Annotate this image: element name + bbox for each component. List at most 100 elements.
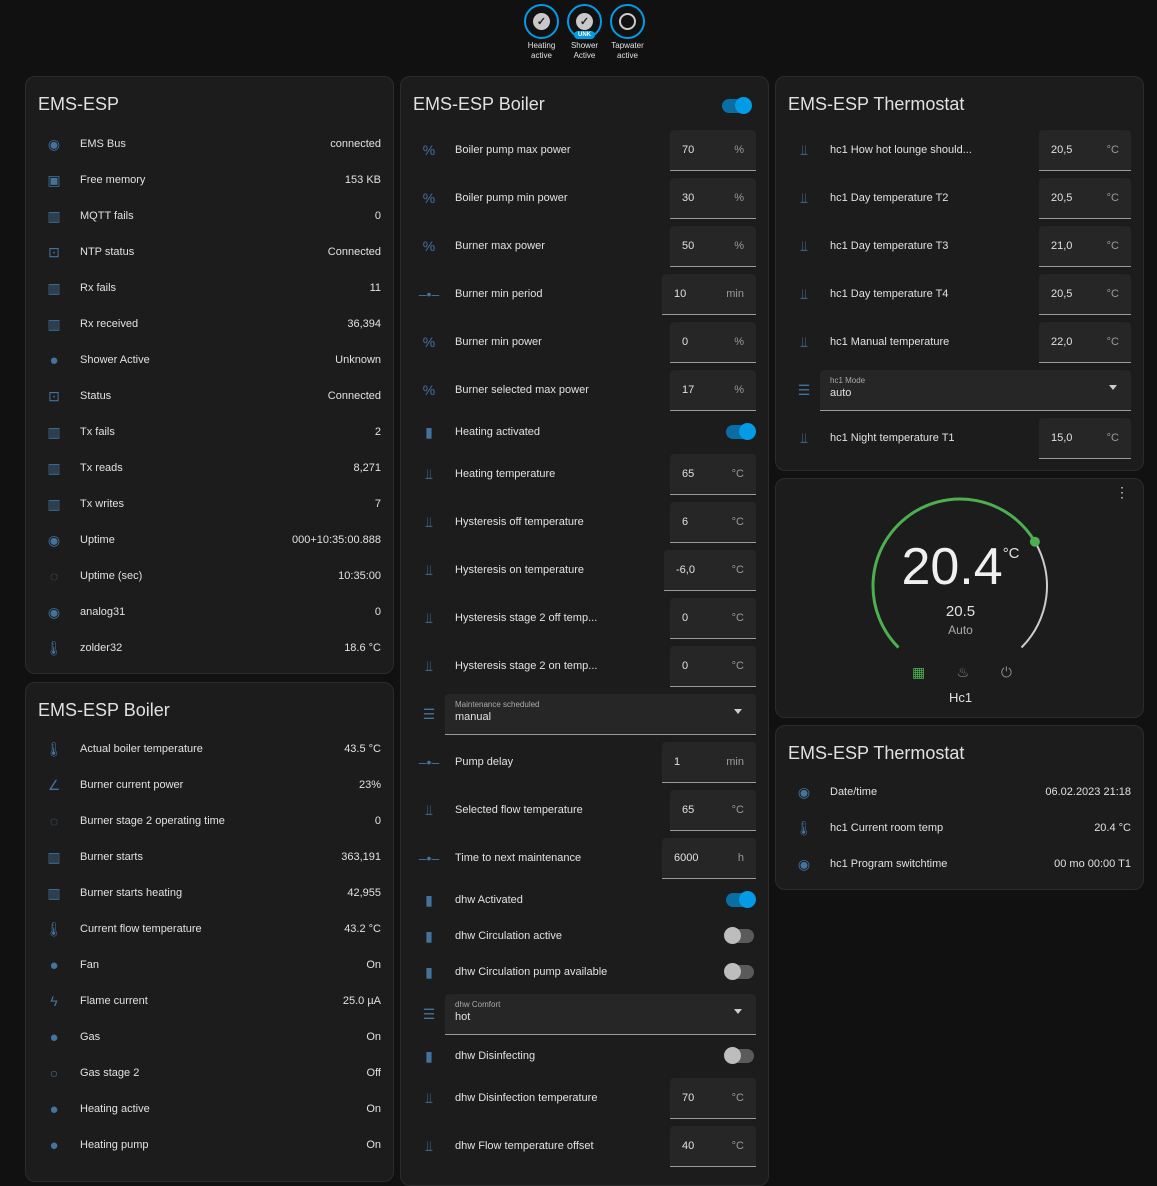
entity-value: 0 — [374, 210, 381, 222]
toggle-switch[interactable] — [724, 1047, 754, 1064]
entity-row[interactable]: ▥ Burner starts 363,191 — [26, 839, 393, 875]
toggle-switch[interactable] — [726, 423, 756, 440]
hvac-mode: Auto — [948, 623, 973, 637]
badge-heating-active[interactable]: ✓ Heating active — [524, 4, 559, 61]
number-input[interactable]: 6000 h — [662, 837, 756, 879]
entity-row[interactable]: ◉ hc1 Program switchtime 00 mo 00:00 T1 — [776, 846, 1143, 882]
input-value: 1 — [674, 755, 681, 768]
fire-icon[interactable]: ♨ — [956, 664, 970, 680]
number-input[interactable]: 1 min — [662, 741, 756, 783]
entity-row[interactable]: ▥ Tx reads 8,271 — [26, 450, 393, 486]
card-title: EMS-ESP Thermostat — [788, 743, 965, 763]
entity-row[interactable]: ◉ analog31 0 — [26, 594, 393, 630]
entity-row[interactable]: ▥ Tx writes 7 — [26, 486, 393, 522]
number-input[interactable]: 20,5 °C — [1039, 177, 1131, 219]
number-input[interactable]: 22,0 °C — [1039, 321, 1131, 363]
select-input[interactable]: hc1 Mode auto — [820, 369, 1131, 411]
entity-row[interactable]: ○ Gas stage 2 Off — [26, 1055, 393, 1091]
entity-value: 363,191 — [341, 851, 381, 863]
entity-row[interactable]: ◉ EMS Bus connected — [26, 126, 393, 162]
input-value: 30 — [682, 191, 695, 204]
number-input[interactable]: 0% — [670, 321, 756, 363]
entity-row[interactable]: ϟ Flame current 25.0 µA — [26, 983, 393, 1019]
number-input[interactable]: 65 °C — [670, 453, 756, 495]
entity-row[interactable]: 🌡︎ Actual boiler temperature 43.5 °C — [26, 731, 393, 767]
badge-tapwater-active[interactable]: Tapwater active — [610, 4, 645, 61]
thermostat-dial-card: ⋮ 20.4°C 20.5 Auto ▦ ♨ ⏻ Hc1 — [775, 478, 1144, 718]
thermostat-dial[interactable] — [776, 479, 1145, 719]
water-thermometer-icon: ⫫ — [425, 657, 433, 674]
number-row: ⫫ Hysteresis on temperature -6,0 °C — [401, 546, 768, 594]
thermostat-sensors-card: EMS-ESP Thermostat ◉ Date/time 06.02.2023 … — [775, 725, 1144, 890]
entity-row[interactable]: ● Heating pump On — [26, 1127, 393, 1163]
entity-row[interactable]: ▣ Free memory 153 KB — [26, 162, 393, 198]
entity-row[interactable]: ● Heating active On — [26, 1091, 393, 1127]
chevron-down-icon — [734, 708, 742, 714]
entity-name: Tx writes — [80, 498, 124, 510]
entity-row[interactable]: ◉ Date/time 06.02.2023 21:18 — [776, 774, 1143, 810]
boiler-master-toggle[interactable] — [722, 97, 752, 114]
entity-row[interactable]: ▥ Rx received 36,394 — [26, 306, 393, 342]
entity-name: Flame current — [80, 995, 148, 1007]
number-input[interactable]: 10 min — [662, 273, 756, 315]
chevron-down-icon — [1109, 384, 1117, 390]
number-input[interactable]: 15,0 °C — [1039, 417, 1131, 459]
toggle-switch[interactable] — [724, 963, 754, 980]
number-input[interactable]: 21,0 °C — [1039, 225, 1131, 267]
input-unit: °C — [731, 563, 744, 576]
power-icon[interactable]: ⏻ — [1000, 664, 1012, 680]
number-input[interactable]: 17% — [670, 369, 756, 411]
number-input[interactable]: 40 °C — [670, 1125, 756, 1167]
number-input[interactable]: 65 °C — [670, 789, 756, 831]
number-input[interactable]: -6,0 °C — [664, 549, 756, 591]
entity-row[interactable]: ◉ Uptime 000+10:35:00.888 — [26, 522, 393, 558]
number-input[interactable]: 20,5 °C — [1039, 129, 1131, 171]
number-row: ⫫ Heating temperature 65 °C — [401, 450, 768, 498]
number-input[interactable]: 50% — [670, 225, 756, 267]
number-row: ⫫ dhw Flow temperature offset 40 °C — [401, 1122, 768, 1170]
entity-list: ◉ EMS Bus connected ▣ Free memory 153 KB ▥ MQTT… — [26, 126, 393, 666]
entity-row[interactable]: ▥ MQTT fails 0 — [26, 198, 393, 234]
number-input[interactable]: 0 °C — [670, 597, 756, 639]
input-unit: min — [726, 755, 744, 768]
toggle-switch[interactable] — [724, 927, 754, 944]
thermometer-icon: 🌡︎ — [45, 740, 63, 757]
input-unit: °C — [1106, 287, 1119, 300]
entity-row[interactable]: ● Fan On — [26, 947, 393, 983]
entity-row[interactable]: ● Gas On — [26, 1019, 393, 1055]
switch-icon: ▮ — [425, 423, 433, 440]
number-input[interactable]: 30% — [670, 177, 756, 219]
entity-row[interactable]: ◌ Uptime (sec) 10:35:00 — [26, 558, 393, 594]
number-input[interactable]: 6 °C — [670, 501, 756, 543]
thermometer-icon: 🌡︎ — [795, 819, 813, 836]
percent-icon: % — [422, 334, 436, 350]
badge-shower-active[interactable]: ✓ UNK Shower Active — [567, 4, 602, 61]
slider-icon: –•– — [418, 286, 440, 302]
circle-outline-icon — [619, 13, 636, 30]
entity-row[interactable]: 🌡︎ zolder32 18.6 °C — [26, 630, 393, 666]
entity-row[interactable]: 🌡︎ Current flow temperature 43.2 °C — [26, 911, 393, 947]
entity-row[interactable]: ▥ Rx fails 11 — [26, 270, 393, 306]
entity-row[interactable]: ◌ Burner stage 2 operating time 0 — [26, 803, 393, 839]
toggle-switch[interactable] — [726, 891, 756, 908]
input-unit: % — [734, 191, 744, 204]
calendar-auto-icon[interactable]: ▦ — [912, 664, 926, 680]
entity-row[interactable]: ▥ Burner starts heating 42,955 — [26, 875, 393, 911]
check-circle-icon: ● — [49, 1100, 59, 1118]
number-input[interactable]: 20,5 °C — [1039, 273, 1131, 315]
number-input[interactable]: 70% — [670, 129, 756, 171]
entity-row[interactable]: ⊡ NTP status Connected — [26, 234, 393, 270]
entity-row[interactable]: 🌡︎ hc1 Current room temp 20.4 °C — [776, 810, 1143, 846]
card-title: EMS-ESP Boiler — [38, 700, 170, 720]
number-input[interactable]: 70 °C — [670, 1077, 756, 1119]
temperature-unit: °C — [1002, 545, 1020, 562]
entity-row[interactable]: ⊡ Status Connected — [26, 378, 393, 414]
entity-row[interactable]: ● Shower Active Unknown — [26, 342, 393, 378]
angle-icon: ∠ — [47, 776, 61, 793]
select-input[interactable]: Maintenance scheduled manual — [445, 693, 756, 735]
number-input[interactable]: 0 °C — [670, 645, 756, 687]
entity-row[interactable]: ∠ Burner current power 23% — [26, 767, 393, 803]
entity-row[interactable]: ▥ Tx fails 2 — [26, 414, 393, 450]
select-input[interactable]: dhw Comfort hot — [445, 993, 756, 1035]
select-label: dhw Comfort — [455, 999, 501, 1009]
